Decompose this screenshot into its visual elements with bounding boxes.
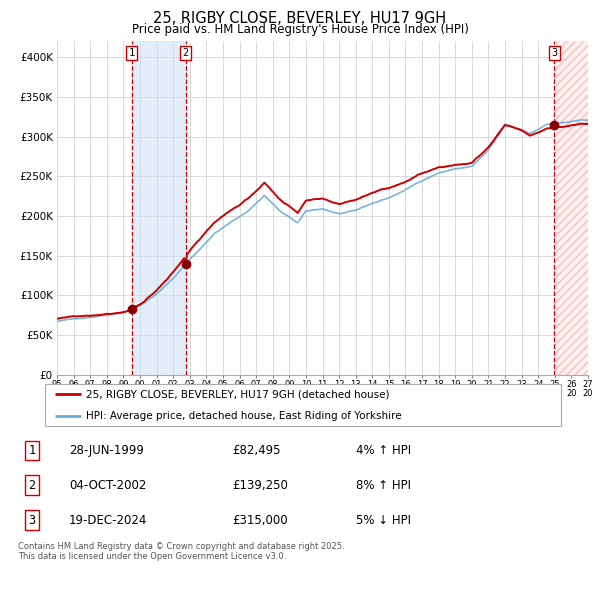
Text: 2: 2 [182, 48, 189, 58]
Text: 25, RIGBY CLOSE, BEVERLEY, HU17 9GH (detached house): 25, RIGBY CLOSE, BEVERLEY, HU17 9GH (det… [86, 389, 390, 399]
Text: 19-DEC-2024: 19-DEC-2024 [69, 514, 147, 527]
Text: 5% ↓ HPI: 5% ↓ HPI [356, 514, 412, 527]
Text: £315,000: £315,000 [232, 514, 288, 527]
Text: 04-OCT-2002: 04-OCT-2002 [69, 478, 146, 492]
Text: HPI: Average price, detached house, East Riding of Yorkshire: HPI: Average price, detached house, East… [86, 411, 402, 421]
Text: 28-JUN-1999: 28-JUN-1999 [69, 444, 143, 457]
Text: 3: 3 [551, 48, 557, 58]
Text: 1: 1 [128, 48, 134, 58]
Text: Contains HM Land Registry data © Crown copyright and database right 2025.: Contains HM Land Registry data © Crown c… [18, 542, 344, 550]
Text: 4% ↑ HPI: 4% ↑ HPI [356, 444, 412, 457]
Text: 2: 2 [29, 478, 35, 492]
FancyBboxPatch shape [44, 384, 562, 426]
Bar [131, 41, 185, 375]
Text: This data is licensed under the Open Government Licence v3.0.: This data is licensed under the Open Gov… [18, 552, 286, 561]
Text: 1: 1 [29, 444, 35, 457]
Text: Price paid vs. HM Land Registry's House Price Index (HPI): Price paid vs. HM Land Registry's House … [131, 23, 469, 36]
Text: £139,250: £139,250 [232, 478, 288, 492]
Text: £82,495: £82,495 [232, 444, 281, 457]
Text: 25, RIGBY CLOSE, BEVERLEY, HU17 9GH: 25, RIGBY CLOSE, BEVERLEY, HU17 9GH [154, 11, 446, 25]
Bar [554, 41, 588, 375]
Text: 8% ↑ HPI: 8% ↑ HPI [356, 478, 412, 492]
Text: 3: 3 [29, 514, 35, 527]
